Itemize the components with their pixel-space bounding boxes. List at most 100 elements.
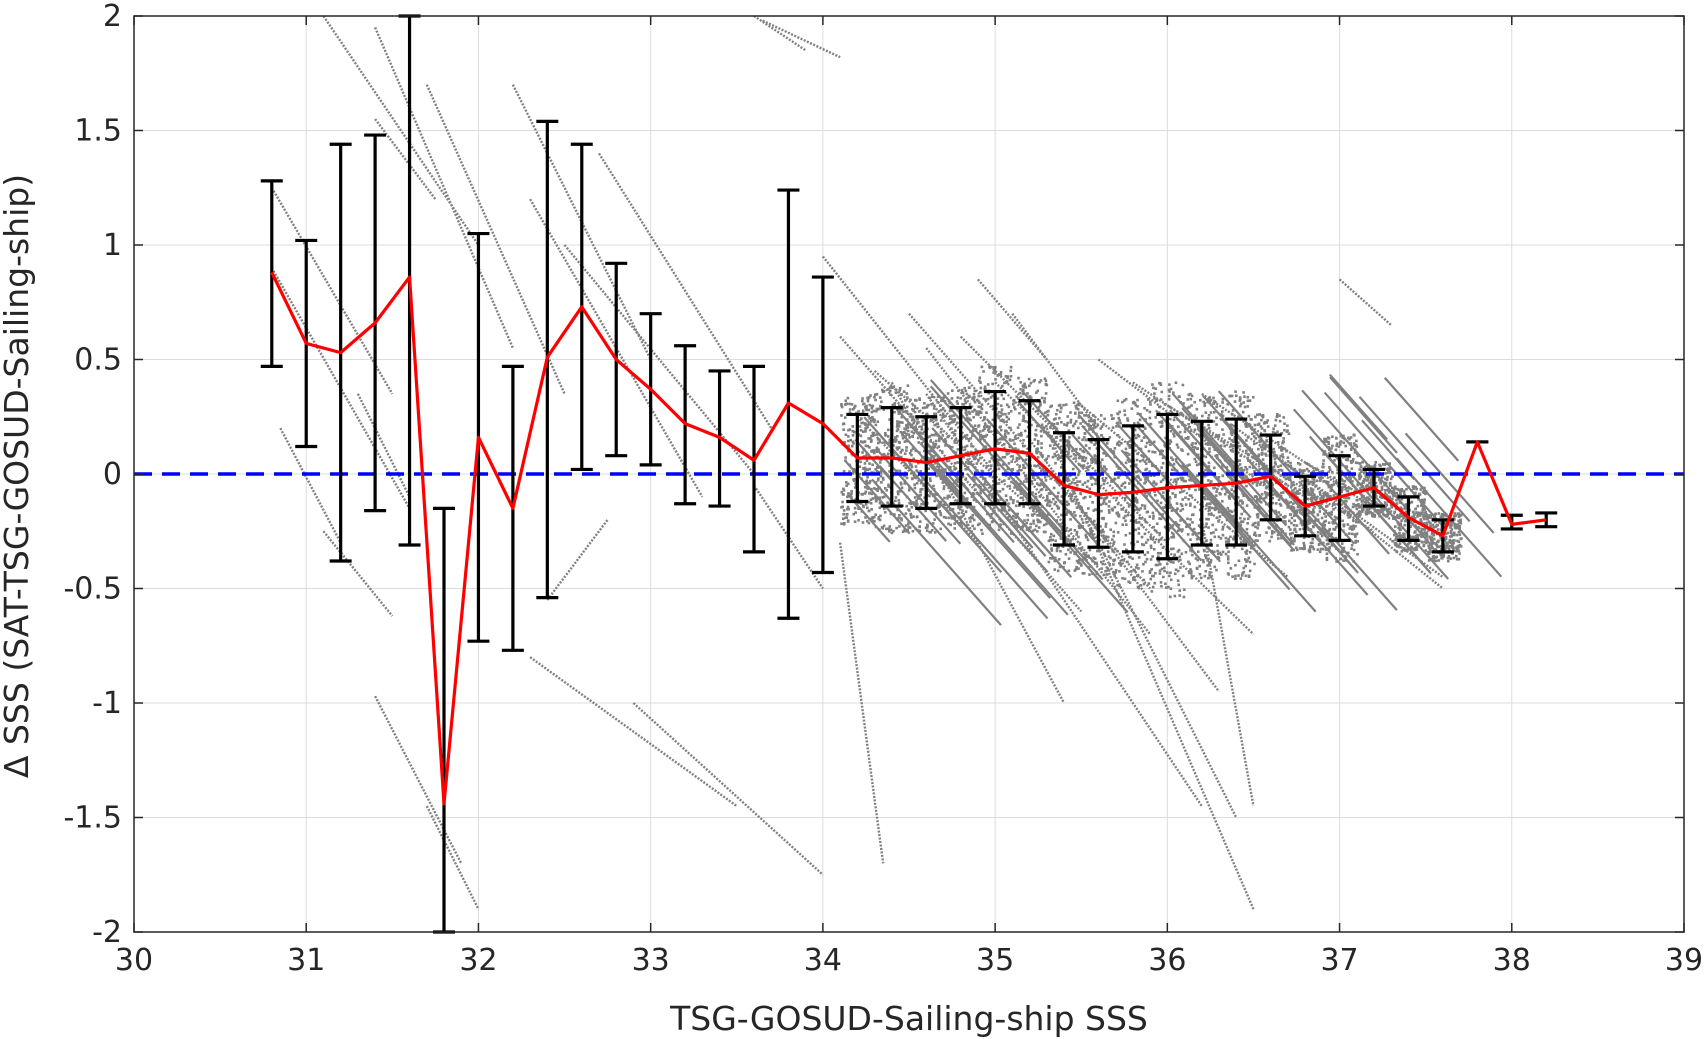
scatter-point	[1084, 556, 1087, 560]
scatter-point	[1078, 526, 1081, 530]
scatter-point	[1232, 537, 1235, 541]
scatter-point	[1356, 454, 1360, 458]
scatter-point	[1102, 530, 1105, 534]
scatter-point	[1179, 509, 1182, 513]
scatter-point	[1019, 434, 1022, 437]
scatter-point	[1403, 537, 1406, 540]
scatter-point	[873, 451, 876, 455]
scatter-point	[1150, 568, 1153, 571]
scatter-point	[1041, 483, 1045, 487]
scatter-point	[1221, 428, 1224, 431]
scatter-point	[1209, 538, 1213, 542]
scatter-point	[911, 434, 914, 438]
scatter-point	[1023, 384, 1027, 387]
scatter-point	[1309, 497, 1313, 501]
scatter-point	[1436, 528, 1440, 531]
scatter-point	[1054, 417, 1057, 420]
scatter-point	[1134, 403, 1138, 407]
scatter-point	[1047, 492, 1051, 495]
scatter-point	[1298, 463, 1302, 466]
scatter-point	[1236, 441, 1240, 445]
scatter-point	[1459, 521, 1463, 525]
scatter-point	[1311, 477, 1315, 480]
scatter-point	[1170, 535, 1173, 539]
scatter-point	[1071, 537, 1075, 541]
scatter-point	[857, 518, 860, 522]
scatter-point	[956, 448, 960, 451]
scatter-point	[1078, 561, 1081, 565]
scatter-point	[843, 416, 847, 419]
scatter-point	[1084, 512, 1088, 515]
scatter-point	[1349, 459, 1353, 463]
scatter-point	[907, 508, 910, 511]
scatter-point	[927, 403, 930, 407]
scatter-point	[1365, 464, 1369, 468]
scatter-point	[1444, 532, 1448, 535]
scatter-point	[1175, 509, 1178, 512]
scatter-point	[1429, 514, 1433, 518]
scatter-point	[1352, 524, 1355, 528]
scatter-point	[1112, 478, 1116, 481]
scatter-point	[868, 479, 872, 483]
scatter-point	[887, 428, 890, 432]
scatter-point	[874, 499, 878, 503]
scatter-point	[1317, 542, 1321, 546]
scatter-point	[851, 434, 855, 437]
scatter-point	[917, 497, 920, 500]
scatter-point	[1068, 436, 1071, 439]
scatter-point	[1358, 497, 1362, 501]
scatter-point	[1085, 535, 1089, 539]
scatter-point	[1035, 482, 1039, 485]
scatter-point	[847, 492, 850, 495]
scatter-point	[1093, 557, 1097, 561]
scatter-point	[1025, 521, 1028, 525]
scatter-point	[969, 437, 973, 440]
scatter-point	[1087, 428, 1091, 431]
scatter-point	[1001, 455, 1005, 459]
scatter-point	[915, 503, 919, 506]
scatter-point	[869, 437, 872, 440]
scatter-point	[1248, 560, 1252, 564]
scatter-point	[1121, 400, 1124, 404]
scatter-point	[1245, 549, 1249, 552]
scatter-point	[1457, 549, 1461, 553]
scatter-point	[1281, 456, 1285, 459]
scatter-point	[1452, 514, 1456, 518]
scatter-point	[1356, 482, 1360, 485]
scatter-point	[1131, 401, 1135, 405]
scatter-point	[1186, 464, 1189, 467]
scatter-point	[895, 526, 898, 530]
scatter-point	[1171, 524, 1175, 527]
scatter-point	[1411, 510, 1415, 514]
scatter-point	[870, 404, 874, 408]
scatter-point	[892, 444, 895, 447]
scatter-point	[903, 452, 907, 455]
scatter-point	[1165, 562, 1169, 566]
scatter-point	[1055, 519, 1059, 522]
scatter-point	[1358, 473, 1361, 477]
scatter-point	[1403, 523, 1407, 527]
scatter-point	[1357, 503, 1360, 506]
scatter-point	[1392, 494, 1396, 498]
scatter-point	[1233, 424, 1236, 428]
scatter-point	[888, 418, 891, 421]
scatter-point	[1453, 549, 1457, 553]
scatter-track	[1199, 480, 1317, 613]
scatter-point	[843, 521, 846, 525]
scatter-point	[1207, 562, 1211, 565]
scatter-point	[959, 396, 962, 400]
scatter-point	[968, 386, 971, 389]
scatter-point	[1013, 524, 1017, 527]
scatter-point	[1173, 572, 1177, 576]
scatter-point	[1361, 467, 1365, 471]
scatter-point	[1130, 407, 1134, 410]
scatter-point	[1309, 541, 1313, 545]
scatter-point	[1101, 436, 1105, 440]
scatter-point	[1378, 509, 1382, 512]
scatter-point	[961, 402, 964, 406]
scatter-point	[1065, 424, 1069, 427]
scatter-point	[1455, 557, 1459, 561]
scatter-point	[999, 523, 1002, 526]
scatter-point	[895, 425, 899, 428]
scatter-point	[1022, 463, 1025, 467]
